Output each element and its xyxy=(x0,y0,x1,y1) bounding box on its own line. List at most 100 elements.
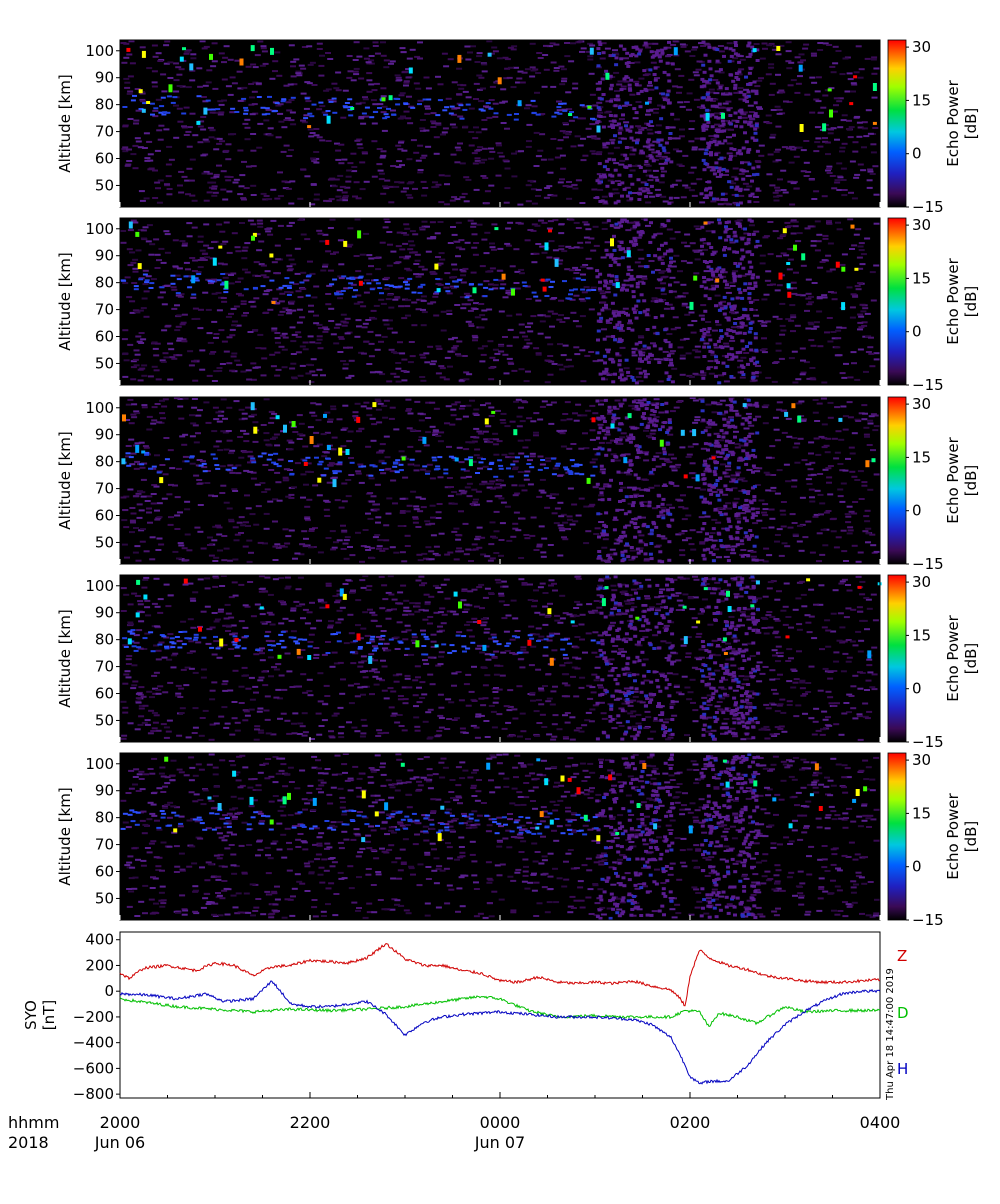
heatmap-band-cell xyxy=(718,309,722,312)
echo-cell xyxy=(483,287,488,289)
heatmap-cell xyxy=(332,185,338,187)
heatmap-cell xyxy=(176,558,182,560)
echo-cell xyxy=(269,280,274,282)
heatmap-cell xyxy=(822,195,828,197)
echo-cell xyxy=(532,292,537,294)
heatmap-cell xyxy=(447,292,453,294)
heatmap-cell xyxy=(443,127,449,129)
heatmap-cell xyxy=(725,287,731,289)
heatmap-cell xyxy=(843,58,849,60)
heatmap-cell xyxy=(468,310,474,312)
heatmap-cell xyxy=(804,310,810,312)
heatmap-cell xyxy=(522,336,528,338)
heatmap-cell xyxy=(762,503,768,505)
heatmap-cell xyxy=(344,539,350,541)
heatmap-cell xyxy=(396,79,402,81)
heatmap-cell xyxy=(146,141,152,143)
heatmap-band-cell xyxy=(738,291,742,294)
heatmap-cell xyxy=(588,238,594,240)
heatmap-cell xyxy=(738,195,744,197)
heatmap-cell xyxy=(439,174,445,176)
heatmap-cell xyxy=(700,374,706,376)
heatmap-band-cell xyxy=(661,262,665,265)
heatmap-band-cell xyxy=(662,149,666,152)
heatmap-band-cell xyxy=(650,354,654,357)
heatmap-cell xyxy=(871,59,877,61)
echo-cell xyxy=(568,293,573,295)
heatmap-band-cell xyxy=(661,52,665,55)
heatmap-cell xyxy=(422,187,428,189)
heatmap-cell xyxy=(830,269,836,271)
heatmap-cell xyxy=(464,200,470,202)
heatmap-cell xyxy=(718,305,724,307)
heatmap-cell xyxy=(492,433,498,435)
heatmap-cell xyxy=(729,311,735,313)
heatmap-cell xyxy=(208,127,214,129)
heatmap-cell xyxy=(751,556,757,558)
echo-cell xyxy=(442,109,447,111)
heatmap-cell xyxy=(460,307,466,309)
echo-spot xyxy=(587,106,591,109)
heatmap-cell xyxy=(224,548,230,550)
heatmap-cell xyxy=(811,345,817,347)
heatmap-cell xyxy=(702,249,708,251)
heatmap-cell xyxy=(534,549,540,551)
heatmap-cell xyxy=(310,132,316,134)
heatmap-cell xyxy=(384,59,390,61)
heatmap-cell xyxy=(819,554,825,556)
heatmap-band-cell xyxy=(740,321,744,324)
echo-cell xyxy=(261,107,266,109)
heatmap-cell xyxy=(375,268,381,270)
heatmap-cell xyxy=(806,303,812,305)
heatmap-band-cell xyxy=(702,124,706,127)
heatmap-cell xyxy=(839,150,845,152)
heatmap-cell xyxy=(494,530,500,532)
echo-cell xyxy=(177,278,182,280)
heatmap-cell xyxy=(566,181,572,183)
heatmap-cell xyxy=(400,498,406,500)
heatmap-cell xyxy=(758,155,764,157)
heatmap-cell xyxy=(787,268,793,270)
heatmap-cell xyxy=(671,457,677,459)
heatmap-cell xyxy=(454,304,460,306)
heatmap-cell xyxy=(634,61,640,63)
heatmap-band-cell xyxy=(632,295,636,298)
heatmap-band-cell xyxy=(636,285,640,288)
echo-spot xyxy=(251,45,255,51)
heatmap-cell xyxy=(284,291,290,293)
heatmap-cell xyxy=(556,101,562,103)
heatmap-cell xyxy=(342,405,348,407)
heatmap-cell xyxy=(297,438,303,440)
heatmap-band-cell xyxy=(660,244,664,247)
heatmap-cell xyxy=(847,218,853,220)
heatmap-cell xyxy=(535,243,541,245)
heatmap-cell xyxy=(276,136,282,138)
heatmap-band-cell xyxy=(717,381,721,384)
heatmap-band-cell xyxy=(702,80,706,83)
echo-cell xyxy=(149,282,154,284)
heatmap-cell xyxy=(163,356,169,358)
heatmap-cell xyxy=(444,183,450,185)
heatmap-cell xyxy=(475,316,481,318)
echo-spot xyxy=(382,97,386,101)
heatmap-cell xyxy=(558,223,564,225)
echo-cell xyxy=(531,100,536,102)
heatmap-band-cell xyxy=(718,222,722,225)
heatmap-cell xyxy=(746,175,752,177)
heatmap-cell xyxy=(435,232,441,234)
heatmap-band-cell xyxy=(609,100,613,103)
heatmap-cell xyxy=(148,153,154,155)
heatmap-band-cell xyxy=(633,311,637,314)
heatmap-cell xyxy=(277,171,283,173)
heatmap-cell xyxy=(817,267,823,269)
heatmap-cell xyxy=(241,161,247,163)
heatmap-band-cell xyxy=(608,174,612,177)
heatmap-cell xyxy=(585,242,591,244)
echo-cell xyxy=(514,113,519,115)
heatmap-cell xyxy=(854,479,860,481)
heatmap-cell xyxy=(463,448,469,450)
heatmap-cell xyxy=(843,363,849,365)
heatmap-cell xyxy=(221,61,227,63)
heatmap-cell xyxy=(439,252,445,254)
heatmap-cell xyxy=(224,176,230,178)
